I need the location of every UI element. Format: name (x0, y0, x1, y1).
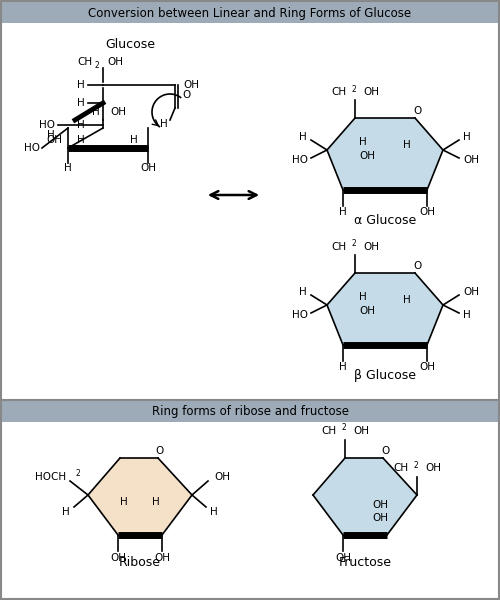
Text: CH: CH (78, 57, 93, 67)
Text: HO: HO (292, 310, 308, 320)
Text: H: H (403, 295, 411, 305)
Text: OH: OH (425, 463, 441, 473)
Text: H: H (160, 119, 168, 129)
Text: HO: HO (292, 155, 308, 165)
Text: H: H (64, 163, 72, 173)
Text: Ribose: Ribose (119, 556, 161, 569)
Polygon shape (327, 118, 443, 190)
Text: α Glucose: α Glucose (354, 214, 416, 226)
Text: H: H (130, 135, 138, 145)
Text: OH: OH (110, 107, 126, 117)
Text: CH: CH (322, 426, 337, 436)
Text: H: H (463, 310, 471, 320)
Text: 2: 2 (352, 85, 356, 94)
Text: OH: OH (110, 553, 126, 563)
Text: O: O (156, 446, 164, 456)
Text: H: H (77, 98, 85, 108)
Text: 2: 2 (352, 239, 356, 248)
Polygon shape (313, 458, 417, 535)
Text: OH: OH (46, 135, 62, 145)
Text: H: H (62, 507, 70, 517)
Text: O: O (413, 261, 421, 271)
Text: 2: 2 (94, 61, 100, 70)
Text: OH: OH (359, 306, 375, 316)
Text: OH: OH (154, 553, 170, 563)
Text: OH: OH (359, 151, 375, 161)
Text: H: H (359, 292, 367, 302)
Text: H: H (120, 497, 128, 507)
Text: OH: OH (372, 513, 388, 523)
Text: OH: OH (140, 163, 156, 173)
Text: OH: OH (372, 500, 388, 510)
Text: CH: CH (394, 463, 409, 473)
Text: OH: OH (463, 155, 479, 165)
Text: OH: OH (419, 362, 435, 372)
Text: CH: CH (332, 87, 347, 97)
Text: β Glucose: β Glucose (354, 368, 416, 382)
Text: H: H (339, 362, 347, 372)
Text: H: H (359, 137, 367, 147)
Text: O: O (182, 90, 190, 100)
Text: H: H (339, 207, 347, 217)
Text: H: H (299, 287, 307, 297)
Text: HO: HO (39, 120, 55, 130)
Text: Conversion between Linear and Ring Forms of Glucose: Conversion between Linear and Ring Forms… (88, 7, 411, 19)
Text: H: H (77, 120, 85, 130)
Text: 2: 2 (414, 461, 418, 469)
Text: H: H (47, 130, 55, 140)
Text: OH: OH (419, 207, 435, 217)
Text: OH: OH (335, 553, 351, 563)
Bar (1, 1, 499, 23)
Text: OH: OH (363, 87, 379, 97)
Text: H: H (77, 80, 85, 90)
Polygon shape (88, 458, 192, 535)
Text: OH: OH (353, 426, 369, 436)
Text: 2: 2 (76, 469, 80, 479)
Text: O: O (381, 446, 389, 456)
Text: H: H (210, 507, 218, 517)
Text: OH: OH (363, 242, 379, 252)
Text: CH: CH (332, 242, 347, 252)
Text: OH: OH (214, 472, 230, 482)
Text: H: H (152, 497, 160, 507)
Text: HOCH: HOCH (35, 472, 66, 482)
Text: 2: 2 (342, 424, 346, 433)
Text: HO: HO (24, 143, 40, 153)
Text: Fructose: Fructose (338, 556, 392, 569)
Text: Glucose: Glucose (105, 38, 155, 52)
Text: Ring forms of ribose and fructose: Ring forms of ribose and fructose (152, 404, 348, 418)
Text: H: H (77, 135, 85, 145)
Text: H: H (92, 107, 100, 117)
Text: OH: OH (107, 57, 123, 67)
Text: H: H (463, 132, 471, 142)
Polygon shape (327, 273, 443, 345)
Text: H: H (299, 132, 307, 142)
Text: OH: OH (183, 80, 199, 90)
Text: H: H (403, 140, 411, 150)
Text: OH: OH (463, 287, 479, 297)
Bar (1, 400, 499, 422)
Text: O: O (413, 106, 421, 116)
